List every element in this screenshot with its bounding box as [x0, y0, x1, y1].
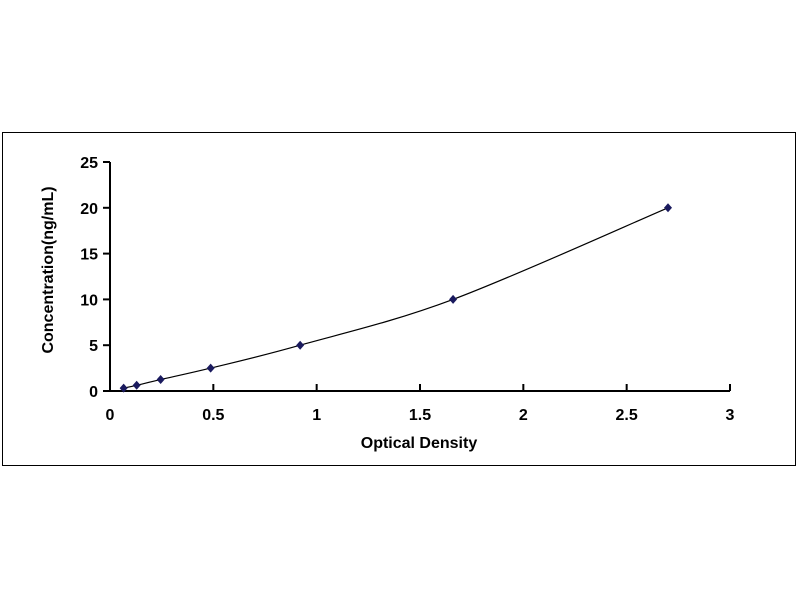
y-tick-label: 10	[80, 292, 98, 309]
data-point	[119, 383, 128, 393]
x-tick-label: 0.5	[202, 407, 224, 424]
x-tick-label: 1	[312, 407, 321, 424]
chart-frame	[2, 132, 796, 466]
data-point	[296, 340, 305, 350]
x-tick-label: 3	[726, 407, 735, 424]
y-tick-label: 25	[80, 155, 98, 172]
y-axis-label: Concentration(ng/mL)	[40, 186, 57, 353]
data-point	[156, 375, 165, 385]
data-point	[206, 363, 215, 373]
data-point	[449, 294, 458, 304]
y-tick-label: 20	[80, 201, 98, 218]
y-tick-label: 15	[80, 247, 98, 264]
y-tick-label: 5	[89, 338, 98, 355]
data-point	[132, 380, 141, 390]
x-tick-label: 1.5	[409, 407, 431, 424]
x-tick-label: 2.5	[616, 407, 638, 424]
x-tick-label: 2	[519, 407, 528, 424]
data-point	[664, 203, 672, 213]
x-axis-label: Optical Density	[361, 435, 478, 452]
fit-curve	[123, 207, 669, 389]
x-tick-label: 0	[106, 407, 115, 424]
y-tick-label: 0	[89, 384, 98, 401]
